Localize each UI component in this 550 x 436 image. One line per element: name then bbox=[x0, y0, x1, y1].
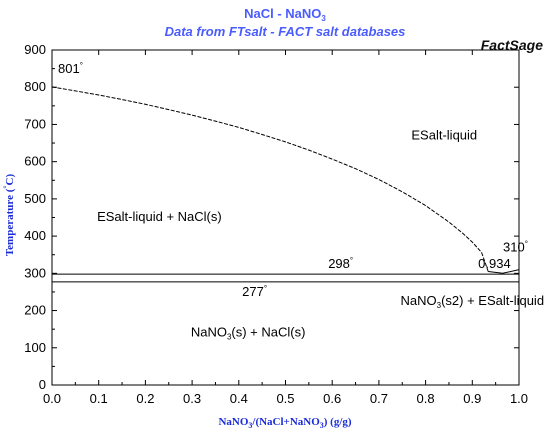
x-axis: 0.0 0.1 0.2 0.3 0.4 0.5 0.6 0.7 0.8 0.9 1.0 bbox=[43, 50, 528, 406]
x-tick-label: 0.8 bbox=[417, 391, 435, 406]
annotation-label: 310° bbox=[503, 240, 528, 255]
annotation-layer: 801° 298° 277° 310°0.934 bbox=[58, 61, 528, 299]
x-tick-label: 0.0 bbox=[43, 391, 61, 406]
x-tick-label: 0.5 bbox=[276, 391, 294, 406]
region-label: NaNO3(s2) + ESalt-liquid bbox=[401, 293, 545, 310]
x-axis-title: NaNO3/(NaCl+NaNO3) (g/g) bbox=[218, 416, 351, 430]
y-tick-label: 200 bbox=[24, 303, 46, 318]
y-axis: 0 100 200 300 400 500 600 700 800 900 bbox=[24, 42, 519, 392]
y-tick-label: 800 bbox=[24, 79, 46, 94]
series-line-0 bbox=[51, 86, 489, 272]
series-line-3 bbox=[488, 269, 520, 274]
x-tick-label: 0.3 bbox=[183, 391, 201, 406]
region-label: ESalt-liquid bbox=[411, 127, 477, 142]
annotation-label: 801° bbox=[58, 61, 83, 76]
y-tick-label: 0 bbox=[39, 377, 46, 392]
annotation-label: 277° bbox=[242, 284, 267, 299]
chart-title: NaCl - NaNO3 bbox=[244, 6, 326, 23]
y-tick-label: 700 bbox=[24, 116, 46, 131]
brand-label: FactSage bbox=[481, 37, 543, 53]
region-label: NaNO3(s) + NaCl(s) bbox=[191, 325, 306, 342]
annotation-label: 0.934 bbox=[478, 256, 511, 271]
y-tick-label: 600 bbox=[24, 154, 46, 169]
y-tick-label: 100 bbox=[24, 340, 46, 355]
x-tick-label: 0.9 bbox=[463, 391, 481, 406]
annotation-label: 298° bbox=[328, 256, 353, 271]
x-tick-label: 0.7 bbox=[370, 391, 388, 406]
plot-area: 0.0 0.1 0.2 0.3 0.4 0.5 0.6 0.7 0.8 0.9 1.0 0 100 20… bbox=[24, 42, 544, 406]
x-tick-label: 0.2 bbox=[136, 391, 154, 406]
y-tick-label: 300 bbox=[24, 265, 46, 280]
y-axis-title: Temperature (°C) bbox=[2, 174, 16, 257]
chart-subtitle: Data from FTsalt - FACT salt databases bbox=[165, 24, 406, 39]
x-tick-label: 1.0 bbox=[510, 391, 528, 406]
y-tick-label: 500 bbox=[24, 191, 46, 206]
series-layer bbox=[51, 86, 520, 283]
x-tick-label: 0.1 bbox=[90, 391, 108, 406]
region-layer: ESalt-liquid ESalt-liquid + NaCl(s) NaNO3(… bbox=[97, 127, 544, 341]
x-tick-label: 0.6 bbox=[323, 391, 341, 406]
y-tick-label: 900 bbox=[24, 42, 46, 57]
x-tick-label: 0.4 bbox=[230, 391, 248, 406]
region-label: ESalt-liquid + NaCl(s) bbox=[97, 209, 222, 224]
y-tick-label: 400 bbox=[24, 228, 46, 243]
